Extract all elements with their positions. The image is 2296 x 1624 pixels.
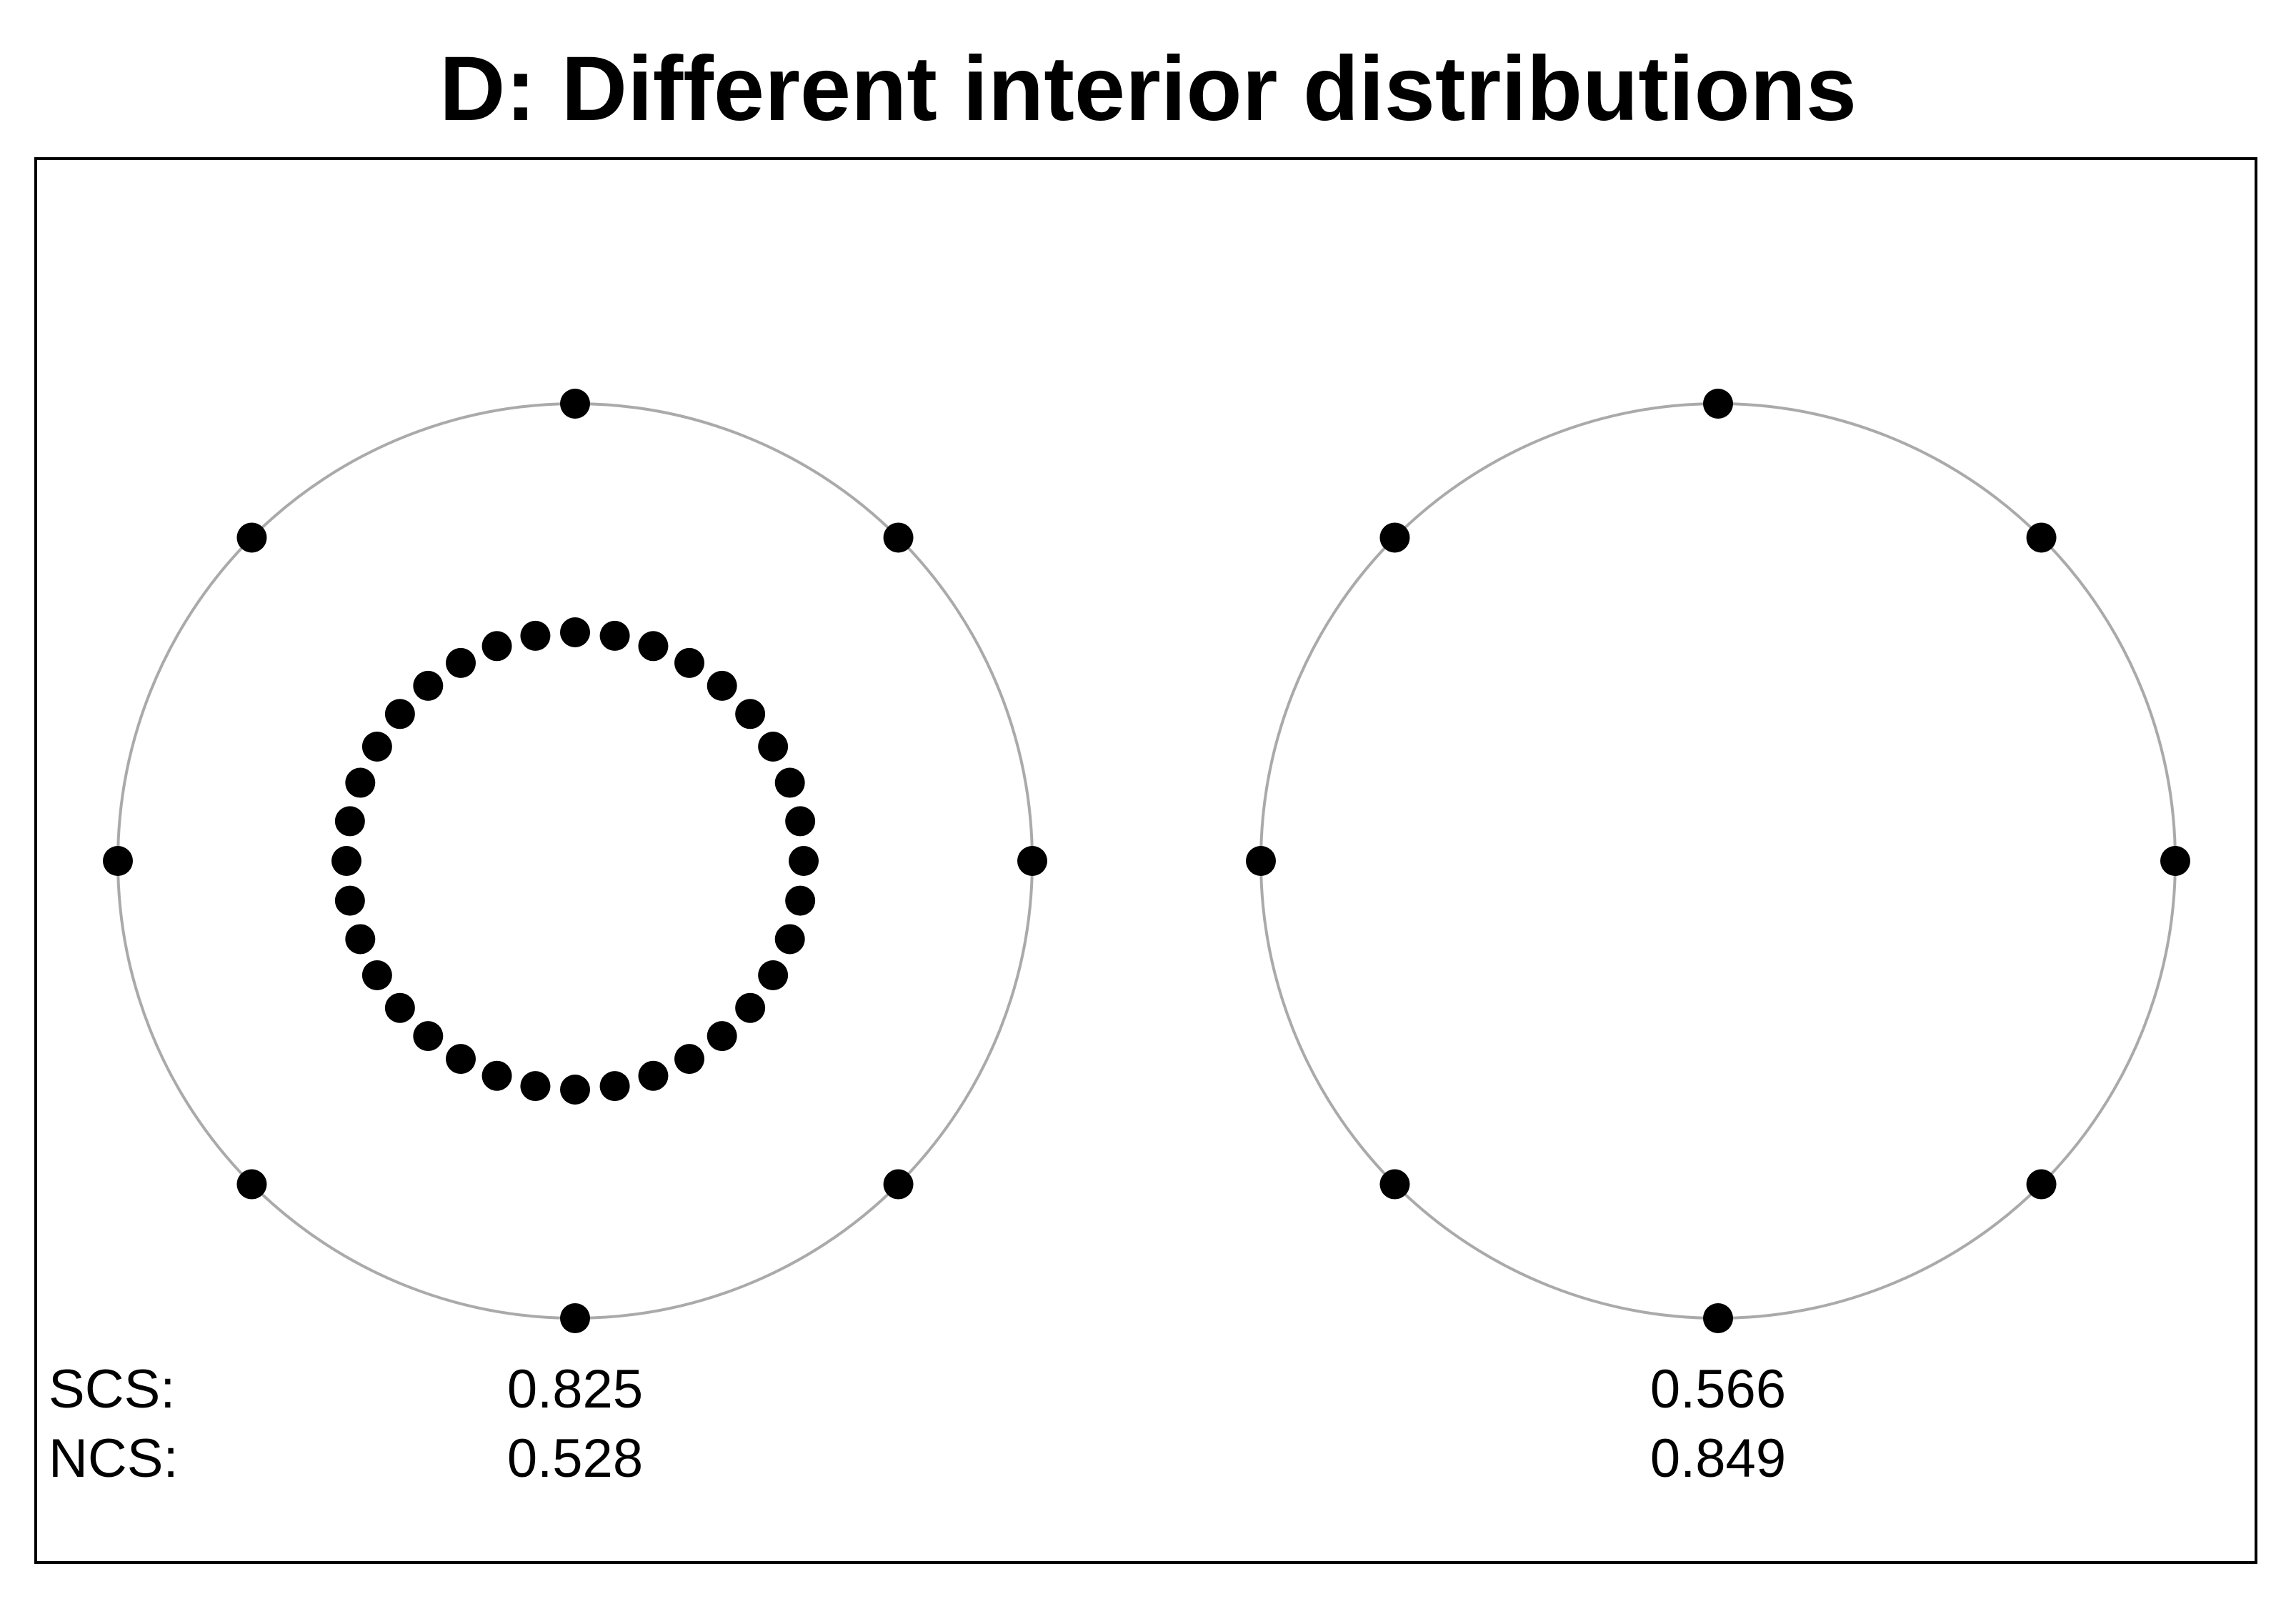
- left-ncs-value: 0.528: [507, 1428, 643, 1489]
- left-interior-point: [599, 620, 630, 651]
- right-ncs-value: 0.849: [1650, 1428, 1786, 1489]
- left-interior-point: [481, 1060, 512, 1091]
- left-interior-point: [446, 1044, 476, 1075]
- left-interior-point: [674, 1044, 704, 1075]
- left-interior-point: [334, 806, 365, 837]
- left-boundary-point: [560, 389, 590, 419]
- left-interior-point: [707, 670, 737, 701]
- right-panel: [1246, 389, 2190, 1333]
- right-points-group: [1246, 389, 2190, 1333]
- left-interior-point: [520, 620, 551, 651]
- left-interior-point: [384, 699, 415, 729]
- right-boundary-point: [2026, 1169, 2057, 1200]
- figure-title: D: Different interior distributions: [439, 38, 1857, 140]
- left-interior-point: [560, 1075, 590, 1105]
- left-interior-point: [638, 1060, 669, 1091]
- left-interior-point: [638, 631, 669, 662]
- left-boundary-point: [236, 1169, 267, 1200]
- right-boundary-point: [1246, 846, 1276, 876]
- left-interior-point: [384, 992, 415, 1023]
- left-interior-point: [785, 806, 816, 837]
- right-scs-value: 0.566: [1650, 1359, 1786, 1420]
- ncs-row-label: NCS:: [49, 1428, 179, 1489]
- scs-row-label: SCS:: [49, 1359, 175, 1420]
- left-boundary-point: [883, 1169, 914, 1200]
- left-interior-point: [520, 1071, 551, 1102]
- left-interior-point: [785, 885, 816, 916]
- left-interior-point: [735, 699, 766, 729]
- left-boundary-point: [103, 846, 133, 876]
- plot-frame: [34, 157, 2257, 1564]
- left-interior-point: [361, 732, 392, 762]
- right-boundary-point: [2026, 522, 2057, 553]
- left-interior-point: [413, 1021, 444, 1052]
- left-interior-point: [674, 647, 704, 678]
- left-boundary-point: [1017, 846, 1047, 876]
- right-boundary-point: [1703, 389, 1733, 419]
- left-interior-point: [481, 631, 512, 662]
- left-interior-point: [758, 732, 789, 762]
- right-boundary-point: [1703, 1303, 1733, 1333]
- left-interior-point: [735, 992, 766, 1023]
- left-interior-point: [331, 846, 361, 876]
- right-boundary-point: [2160, 846, 2190, 876]
- left-panel: [103, 389, 1047, 1333]
- left-interior-point: [774, 924, 805, 955]
- left-interior-point: [758, 960, 789, 990]
- left-interior-point: [361, 960, 392, 990]
- left-interior-point: [345, 924, 376, 955]
- left-interior-point: [334, 885, 365, 916]
- left-boundary-point: [236, 522, 267, 553]
- left-interior-point: [599, 1071, 630, 1102]
- right-boundary-point: [1379, 1169, 1410, 1200]
- left-interior-point: [707, 1021, 737, 1052]
- left-points-group: [103, 389, 1047, 1333]
- left-interior-point: [789, 846, 819, 876]
- left-interior-point: [560, 617, 590, 647]
- left-interior-point: [345, 767, 376, 798]
- left-scs-value: 0.825: [507, 1359, 643, 1420]
- left-interior-point: [446, 647, 476, 678]
- left-interior-point: [774, 767, 805, 798]
- left-interior-point: [413, 670, 444, 701]
- left-boundary-point: [560, 1303, 590, 1333]
- left-boundary-point: [883, 522, 914, 553]
- right-boundary-point: [1379, 522, 1410, 553]
